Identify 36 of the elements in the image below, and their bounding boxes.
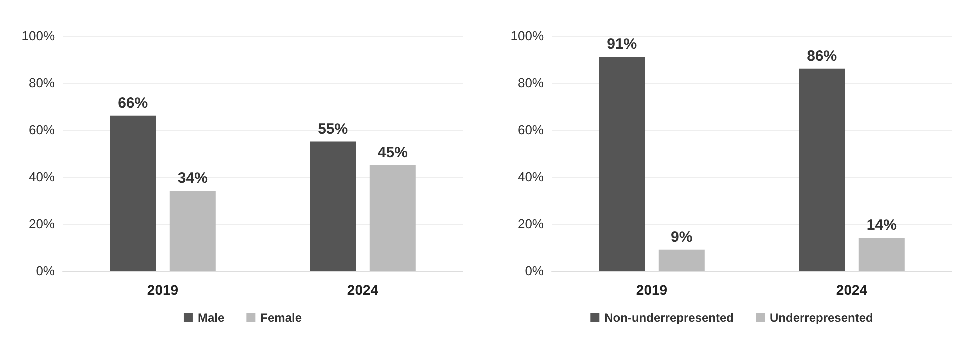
y-tick-label: 60% — [518, 122, 544, 138]
y-tick-label: 40% — [28, 170, 56, 184]
bar — [110, 116, 156, 271]
legend-label: Female — [260, 311, 302, 325]
data-label: 9% — [671, 228, 693, 246]
legend-label: Male — [198, 311, 225, 325]
bar — [858, 238, 905, 271]
x-tick-label: 2024 — [347, 282, 379, 298]
y-tick-label: 100% — [22, 28, 56, 44]
y-tick-label: 20% — [28, 216, 56, 232]
x-tick-label: 2024 — [836, 282, 868, 298]
y-tick-label: 80% — [518, 76, 544, 90]
y-tick-label: 0% — [525, 264, 544, 278]
bar — [370, 165, 416, 271]
data-label: 66% — [118, 94, 148, 112]
data-label: 55% — [318, 120, 348, 138]
y-tick-label: 20% — [518, 216, 544, 232]
bar — [310, 142, 356, 271]
legend-label: Underrepresented — [770, 311, 874, 325]
legend-label: Non-underrepresented — [604, 311, 734, 325]
y-tick-label: 0% — [36, 264, 56, 278]
bar — [658, 250, 705, 271]
y-tick-label: 60% — [28, 122, 56, 138]
x-tick-label: 2019 — [636, 282, 668, 298]
y-tick-label: 100% — [510, 28, 544, 44]
bar — [599, 57, 646, 271]
bar — [799, 68, 846, 271]
x-tick-label: 2019 — [147, 282, 179, 298]
y-tick-label: 40% — [518, 170, 544, 184]
data-label: 34% — [178, 170, 208, 188]
data-label: 45% — [378, 144, 408, 162]
y-tick-label: 80% — [28, 76, 56, 90]
data-label: 91% — [607, 36, 638, 54]
data-label: 14% — [866, 217, 897, 234]
data-label: 86% — [807, 48, 838, 65]
bar — [170, 191, 216, 271]
